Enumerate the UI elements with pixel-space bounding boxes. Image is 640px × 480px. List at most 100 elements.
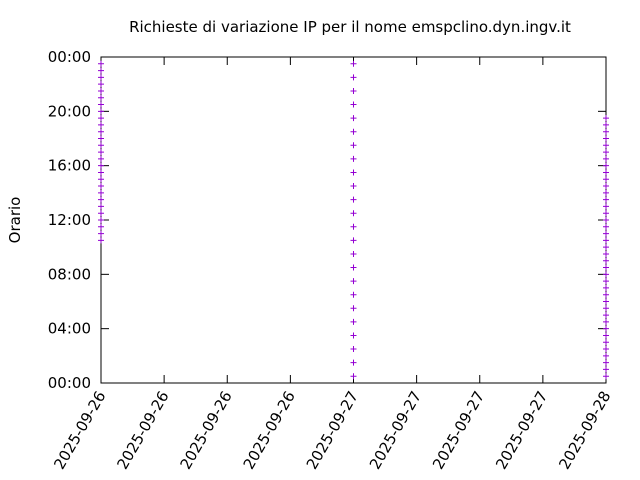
data-point	[98, 196, 104, 203]
data-point	[350, 210, 357, 217]
data-point	[603, 203, 609, 210]
data-point	[603, 142, 609, 149]
data-point	[603, 278, 609, 285]
data-point	[350, 101, 357, 108]
data-point	[350, 183, 357, 190]
data-point	[603, 115, 609, 122]
data-point	[98, 142, 104, 149]
data-point	[98, 128, 104, 135]
data-point	[603, 149, 609, 156]
data-point	[98, 115, 104, 122]
data-point	[603, 128, 609, 135]
data-point	[603, 210, 609, 217]
y-tick-label: 08:00	[48, 265, 91, 283]
y-tick-label: 20:00	[48, 102, 91, 120]
data-point	[350, 373, 357, 380]
data-point	[98, 217, 104, 223]
y-tick-label: 00:00	[48, 48, 91, 66]
data-point	[603, 291, 609, 298]
y-axis-label: Orario	[6, 197, 24, 244]
data-point	[603, 312, 609, 319]
data-point	[603, 176, 609, 183]
data-point	[603, 121, 609, 128]
data-point	[98, 121, 104, 128]
data-point	[603, 264, 609, 271]
y-tick-label: 16:00	[48, 157, 91, 175]
data-point	[603, 346, 609, 353]
data-point	[350, 346, 357, 353]
data-point	[350, 264, 357, 271]
data-point	[350, 115, 357, 122]
data-point	[98, 108, 104, 115]
data-point	[98, 237, 104, 244]
data-point	[350, 196, 357, 203]
data-point	[98, 223, 104, 230]
data-point	[98, 74, 104, 81]
data-point	[603, 223, 609, 230]
data-point	[603, 217, 609, 223]
data-point	[603, 183, 609, 190]
data-point	[98, 135, 104, 142]
data-point	[350, 278, 357, 285]
data-point	[603, 366, 609, 373]
data-point	[603, 298, 609, 305]
data-point	[603, 284, 609, 291]
data-point	[350, 128, 357, 135]
data-point	[603, 339, 609, 346]
data-point	[350, 305, 357, 312]
data-point	[98, 155, 104, 162]
data-point	[603, 271, 609, 278]
data-point	[350, 332, 357, 339]
data-point	[98, 149, 104, 156]
data-point	[98, 210, 104, 217]
data-point	[98, 101, 104, 108]
data-point	[603, 318, 609, 325]
data-point	[603, 230, 609, 237]
data-point	[98, 203, 104, 210]
data-point	[603, 352, 609, 359]
data-point	[98, 176, 104, 183]
data-point	[98, 189, 104, 196]
data-point	[603, 135, 609, 142]
y-tick-label: 04:00	[48, 320, 91, 338]
data-point	[98, 60, 104, 67]
data-point	[603, 359, 609, 366]
y-tick-label: 12:00	[48, 211, 91, 229]
data-point	[603, 325, 609, 332]
data-point	[98, 94, 104, 101]
chart-title: Richieste di variazione IP per il nome e…	[129, 18, 571, 36]
data-point	[603, 332, 609, 339]
data-point	[603, 373, 609, 380]
data-point	[350, 250, 357, 257]
data-point	[350, 237, 357, 244]
data-point	[603, 250, 609, 257]
data-point	[350, 291, 357, 298]
data-point	[603, 169, 609, 176]
y-tick-label: 00:00	[48, 374, 91, 392]
data-point	[350, 318, 357, 325]
data-point	[350, 74, 357, 81]
data-point	[603, 237, 609, 244]
data-point	[350, 169, 357, 176]
data-point	[98, 230, 104, 237]
data-point	[603, 155, 609, 162]
data-point	[350, 359, 357, 366]
data-point	[603, 162, 609, 169]
data-point	[350, 142, 357, 149]
data-point	[98, 87, 104, 94]
data-point	[603, 257, 609, 264]
data-point	[603, 196, 609, 203]
data-point	[350, 60, 357, 67]
data-point	[98, 81, 104, 88]
data-point	[98, 183, 104, 190]
data-point	[98, 169, 104, 176]
data-point	[603, 244, 609, 251]
data-point	[350, 87, 357, 94]
data-point	[98, 162, 104, 169]
data-point	[350, 223, 357, 230]
data-point	[350, 155, 357, 162]
data-point	[603, 189, 609, 196]
data-point	[98, 67, 104, 74]
